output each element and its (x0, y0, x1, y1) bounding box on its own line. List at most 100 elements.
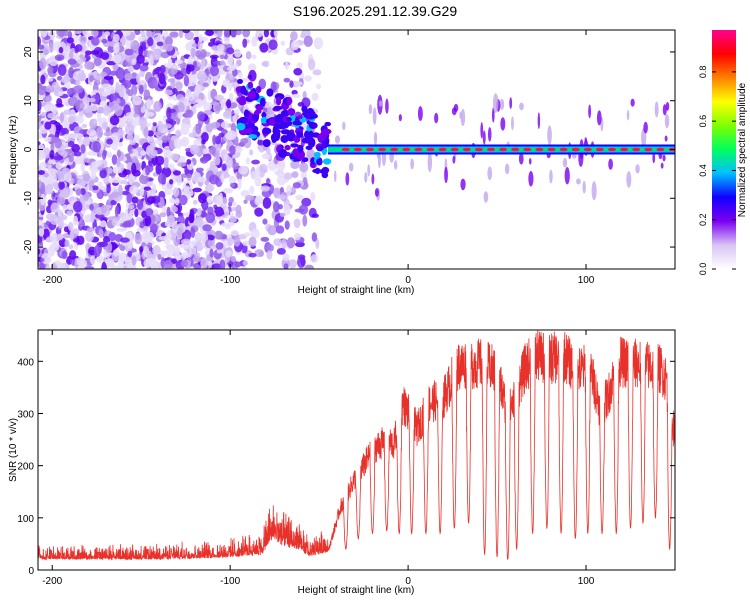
spectrogram-cell (126, 192, 133, 204)
spectrogram-cell (273, 105, 283, 111)
spectrogram-cell (287, 108, 296, 116)
spectrogram-cell (249, 149, 254, 156)
spectrogram-cell (232, 114, 239, 122)
spectrogram-x-tick-label: 0 (405, 275, 411, 286)
spectrogram-cell (483, 191, 489, 203)
spectrogram-cell (229, 215, 237, 223)
spectrogram-cell (78, 264, 85, 269)
spectrogram-cell (208, 174, 219, 185)
spectrogram-cell (300, 256, 306, 267)
spectrogram-cell (57, 171, 66, 183)
spectrogram-cell (262, 197, 272, 209)
spectrogram-cell (70, 78, 75, 85)
spectrogram-cell (131, 58, 137, 66)
spectrogram-cell (40, 193, 46, 206)
spectrogram-cell (39, 161, 48, 170)
spectrogram-cell (68, 66, 75, 79)
spectrogram-cell (242, 260, 249, 267)
tone-peak (378, 147, 387, 152)
spectrogram-cell (228, 196, 234, 204)
spectrogram-cell (224, 207, 230, 219)
spectrogram-cell (277, 125, 287, 130)
spectrogram-cell (132, 95, 142, 106)
spectrogram-cell (140, 150, 147, 156)
spectrogram-cell (226, 55, 234, 66)
spectrogram-cell (111, 191, 120, 198)
spectrogram-cell (38, 44, 45, 50)
spectrogram-cell (214, 230, 224, 240)
spectrogram-x-label: Height of straight line (km) (298, 285, 415, 296)
spectrogram-cell (103, 131, 113, 137)
spectrogram-cell (289, 80, 294, 88)
spectrogram-cell (57, 209, 63, 218)
spectrogram-cell (242, 91, 249, 96)
spectrogram-cell (182, 185, 191, 191)
spectrogram-cell (283, 263, 289, 269)
tone-peak (608, 147, 617, 152)
spectrogram-cell (54, 54, 65, 61)
spectrogram-cell (198, 92, 205, 101)
spectrogram-cell (116, 227, 126, 232)
spectrogram-cell (46, 213, 56, 221)
spectrogram-cell (293, 81, 303, 87)
spectrogram-cell (373, 131, 378, 145)
spectrogram-cell (158, 72, 166, 85)
spectrogram-cell (78, 137, 83, 146)
spectrogram-cell (147, 242, 153, 249)
spectrogram-cell (626, 171, 632, 188)
spectrogram-cell (112, 53, 123, 64)
spectrogram-cell (104, 258, 114, 265)
spectrogram-cell (292, 120, 303, 126)
spectrogram-cell (213, 102, 221, 115)
tone-peak (474, 147, 483, 152)
spectrogram-cell (260, 116, 268, 124)
spectrogram-cell (216, 43, 225, 52)
spectrogram-cell (166, 107, 172, 119)
spectrogram-cell (60, 150, 68, 158)
spectrogram-cell (286, 184, 292, 197)
spectrogram-cell (197, 53, 205, 60)
spectrogram-cell (172, 187, 180, 198)
spectrogram-cell (172, 170, 182, 176)
spectrogram-cell (212, 134, 217, 145)
spectrogram-cell (235, 30, 242, 36)
spectrogram-cell (240, 137, 249, 144)
spectrogram-cell (293, 218, 301, 228)
spectrogram-cell (255, 195, 264, 204)
tone-peak (402, 147, 411, 152)
spectrogram-cell (200, 59, 206, 68)
spectrogram-cell (266, 178, 271, 184)
spectrogram-cell (298, 204, 309, 215)
spectrogram-cell (276, 96, 282, 106)
spectrogram-cell (205, 30, 214, 37)
spectrogram-cell (334, 170, 337, 183)
spectrogram-cell (147, 130, 154, 137)
spectrogram-cell (181, 244, 190, 250)
spectrogram-cell (385, 98, 389, 114)
spectrogram-cell (131, 162, 137, 175)
spectrogram-cell (63, 109, 73, 116)
spectrogram-cell (145, 165, 151, 176)
spectrogram-cell (67, 140, 75, 148)
spectrogram-cell (58, 46, 64, 54)
spectrogram-cell (664, 135, 668, 142)
spectrogram-cell (270, 133, 280, 142)
spectrogram-cell (102, 105, 111, 116)
spectrogram-cell (219, 60, 225, 66)
spectrogram-cell (180, 238, 191, 246)
colorbar-tick-label: 0.8 (698, 66, 708, 79)
spectrogram-cell (223, 35, 230, 45)
spectrogram-cell (177, 227, 183, 239)
spectrogram-cell (307, 58, 316, 71)
spectrogram-cell (164, 89, 174, 96)
spectrogram-cell (90, 50, 100, 55)
spectrogram-cell (202, 82, 209, 87)
spectrogram-cell (316, 158, 323, 166)
spectrogram-cell (234, 261, 242, 268)
spectrogram-cell (219, 259, 226, 269)
spectrogram-cell (63, 171, 72, 183)
spectrogram-cell (194, 84, 202, 96)
spectrogram-cell (434, 112, 439, 124)
tone-peak (632, 147, 641, 152)
